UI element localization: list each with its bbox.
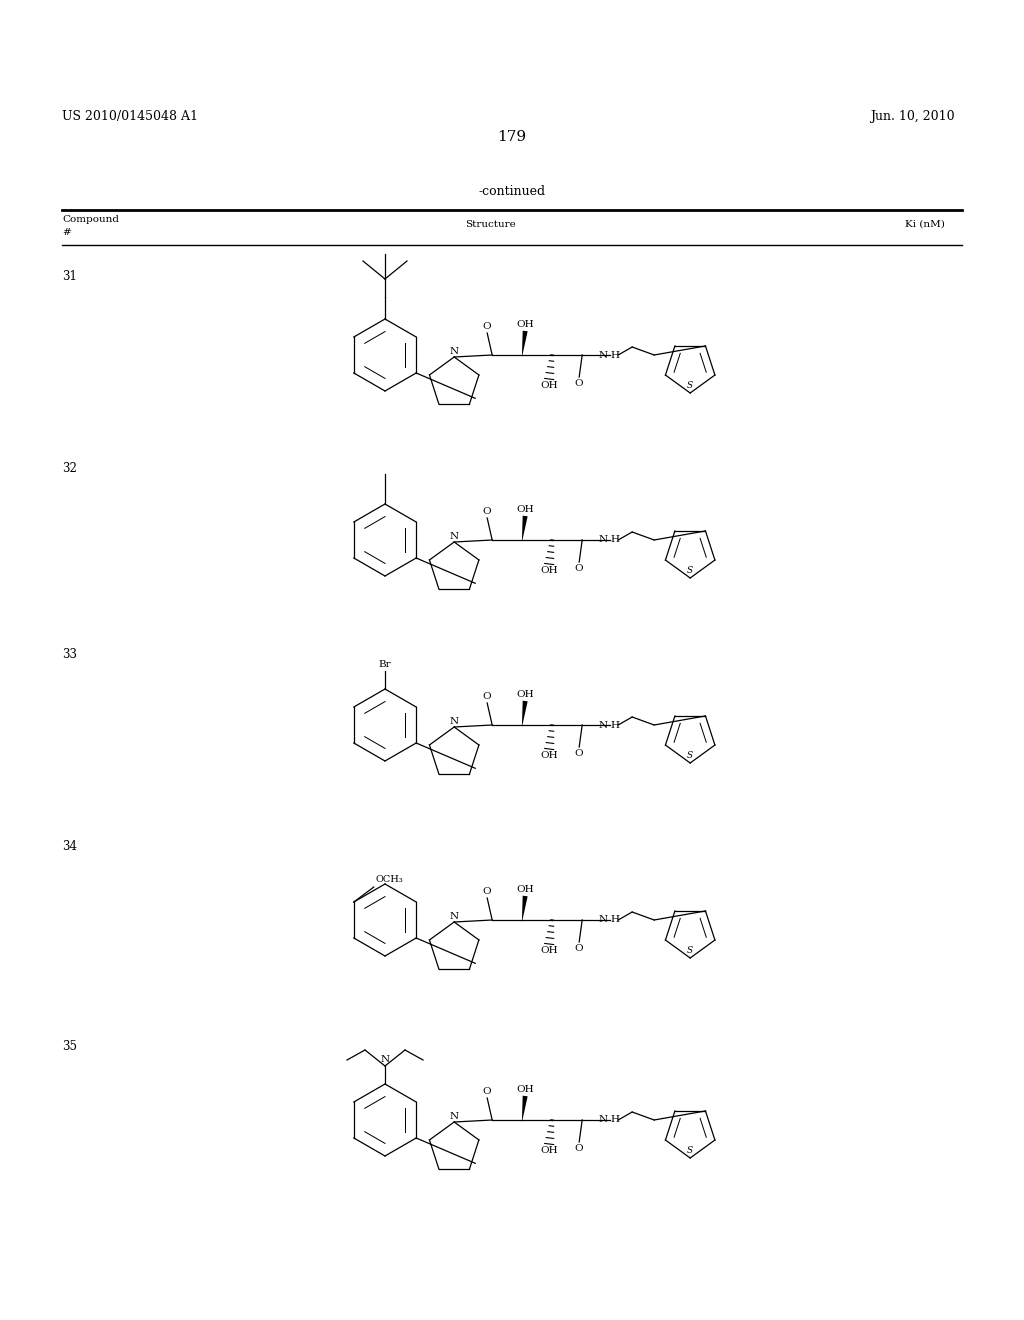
Polygon shape bbox=[522, 331, 527, 355]
Text: OH: OH bbox=[516, 506, 534, 513]
Text: 31: 31 bbox=[62, 271, 77, 282]
Text: Structure: Structure bbox=[465, 220, 515, 228]
Text: OH: OH bbox=[516, 884, 534, 894]
Text: H: H bbox=[610, 1115, 620, 1125]
Text: N: N bbox=[598, 1115, 607, 1125]
Text: Jun. 10, 2010: Jun. 10, 2010 bbox=[870, 110, 954, 123]
Text: OH: OH bbox=[516, 1085, 534, 1094]
Text: O: O bbox=[483, 692, 492, 701]
Polygon shape bbox=[522, 701, 527, 725]
Text: OCH₃: OCH₃ bbox=[376, 875, 403, 884]
Text: N: N bbox=[598, 916, 607, 924]
Text: N: N bbox=[450, 1111, 459, 1121]
Text: N: N bbox=[450, 347, 459, 356]
Text: US 2010/0145048 A1: US 2010/0145048 A1 bbox=[62, 110, 198, 123]
Text: OH: OH bbox=[541, 1146, 558, 1155]
Text: O: O bbox=[483, 322, 492, 331]
Text: H: H bbox=[610, 351, 620, 359]
Text: Ki (nM): Ki (nM) bbox=[905, 220, 945, 228]
Text: 34: 34 bbox=[62, 840, 77, 853]
Text: 35: 35 bbox=[62, 1040, 77, 1053]
Text: OH: OH bbox=[516, 319, 534, 329]
Text: S: S bbox=[687, 381, 693, 391]
Text: O: O bbox=[574, 379, 584, 388]
Text: H: H bbox=[610, 536, 620, 544]
Text: O: O bbox=[483, 507, 492, 516]
Text: S: S bbox=[687, 751, 693, 760]
Polygon shape bbox=[522, 896, 527, 920]
Text: H: H bbox=[610, 916, 620, 924]
Text: OH: OH bbox=[541, 946, 558, 954]
Text: O: O bbox=[483, 1086, 492, 1096]
Text: O: O bbox=[483, 887, 492, 896]
Text: #: # bbox=[62, 228, 71, 238]
Text: N: N bbox=[450, 717, 459, 726]
Text: OH: OH bbox=[541, 381, 558, 389]
Text: OH: OH bbox=[541, 566, 558, 576]
Text: N: N bbox=[598, 351, 607, 359]
Text: S: S bbox=[687, 1146, 693, 1155]
Text: O: O bbox=[574, 564, 584, 573]
Text: Br: Br bbox=[379, 660, 391, 669]
Text: S: S bbox=[687, 566, 693, 576]
Text: O: O bbox=[574, 1144, 584, 1152]
Text: O: O bbox=[574, 748, 584, 758]
Polygon shape bbox=[522, 516, 527, 540]
Text: N: N bbox=[450, 912, 459, 921]
Text: OH: OH bbox=[541, 751, 558, 760]
Text: N: N bbox=[381, 1055, 389, 1064]
Text: 32: 32 bbox=[62, 462, 77, 475]
Text: OH: OH bbox=[516, 690, 534, 700]
Text: 179: 179 bbox=[498, 129, 526, 144]
Text: Compound: Compound bbox=[62, 215, 119, 224]
Text: N: N bbox=[598, 721, 607, 730]
Text: -continued: -continued bbox=[478, 185, 546, 198]
Polygon shape bbox=[522, 1096, 527, 1121]
Text: O: O bbox=[574, 944, 584, 953]
Text: N: N bbox=[450, 532, 459, 541]
Text: N: N bbox=[598, 536, 607, 544]
Text: 33: 33 bbox=[62, 648, 77, 661]
Text: S: S bbox=[687, 946, 693, 956]
Text: H: H bbox=[610, 721, 620, 730]
